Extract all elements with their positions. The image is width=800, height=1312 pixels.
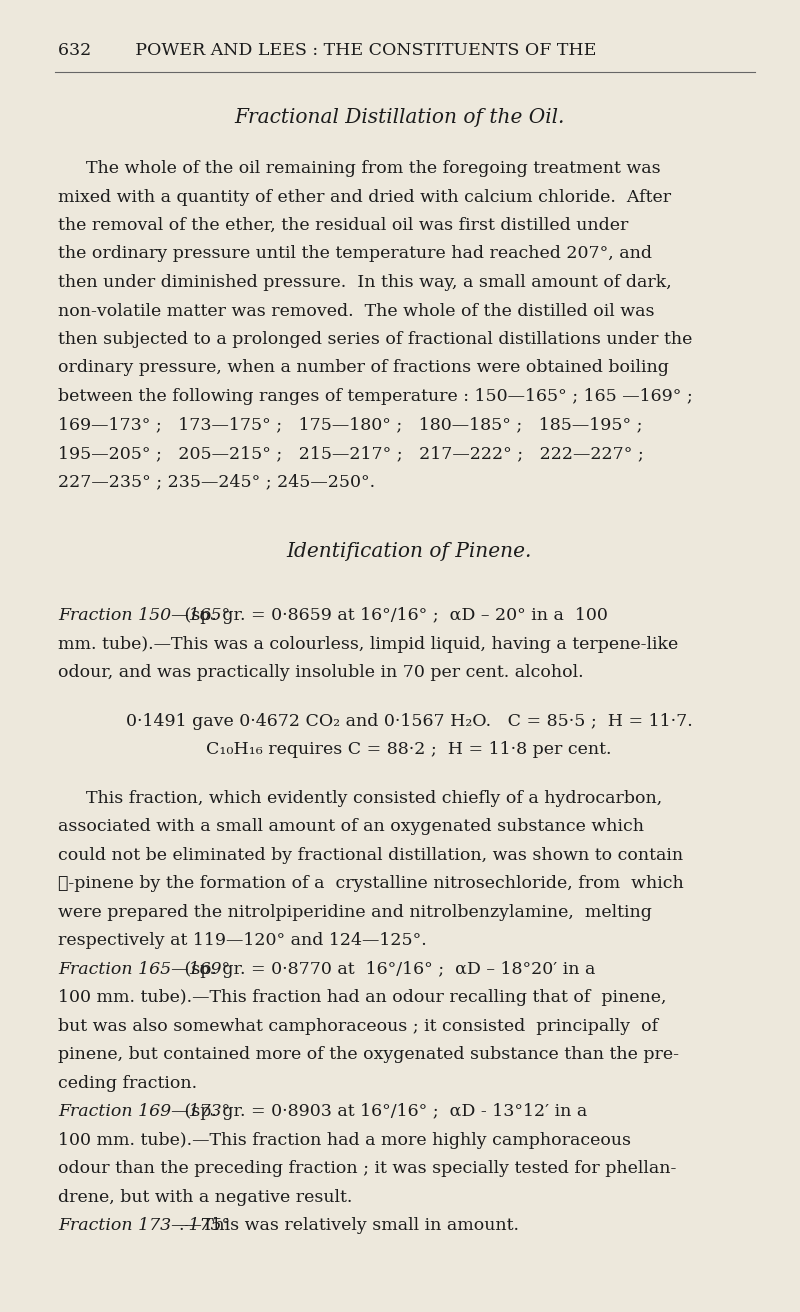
Text: associated with a small amount of an oxygenated substance which: associated with a small amount of an oxy… [58, 819, 644, 836]
Text: The whole of the oil remaining from the foregoing treatment was: The whole of the oil remaining from the … [86, 160, 661, 177]
Text: (sp. gr. = 0·8770 at  16°/16° ;  αD – 18°20′ in a: (sp. gr. = 0·8770 at 16°/16° ; αD – 18°2… [178, 960, 595, 977]
Text: Fraction 169—173°: Fraction 169—173° [58, 1103, 230, 1120]
Text: Fractional Distillation of the Oil.: Fractional Distillation of the Oil. [235, 108, 565, 127]
Text: but was also somewhat camphoraceous ; it consisted  principally  of: but was also somewhat camphoraceous ; it… [58, 1018, 658, 1035]
Text: Fraction 165—169°: Fraction 165—169° [58, 960, 230, 977]
Text: non-volatile matter was removed.  The whole of the distilled oil was: non-volatile matter was removed. The who… [58, 303, 654, 320]
Text: were prepared the nitrolpiperidine and nitrolbenzylamine,  melting: were prepared the nitrolpiperidine and n… [58, 904, 652, 921]
Text: (sp. gr. = 0·8903 at 16°/16° ;  αD - 13°12′ in a: (sp. gr. = 0·8903 at 16°/16° ; αD - 13°1… [178, 1103, 587, 1120]
Text: This fraction, which evidently consisted chiefly of a hydrocarbon,: This fraction, which evidently consisted… [86, 790, 662, 807]
Text: drene, but with a negative result.: drene, but with a negative result. [58, 1189, 352, 1206]
Text: ordinary pressure, when a number of fractions were obtained boiling: ordinary pressure, when a number of frac… [58, 359, 669, 377]
Text: C₁₀H₁₆ requires C = 88·2 ;  H = 11·8 per cent.: C₁₀H₁₆ requires C = 88·2 ; H = 11·8 per … [206, 741, 612, 758]
Text: Identification of Pinene.: Identification of Pinene. [286, 542, 532, 562]
Text: Fraction 150—165°: Fraction 150—165° [58, 607, 230, 625]
Text: 100 mm. tube).—This fraction had a more highly camphoraceous: 100 mm. tube).—This fraction had a more … [58, 1132, 631, 1149]
Text: 169—173° ;   173—175° ;   175—180° ;   180—185° ;   185—195° ;: 169—173° ; 173—175° ; 175—180° ; 180—185… [58, 416, 642, 433]
Text: mixed with a quantity of ether and dried with calcium chloride.  After: mixed with a quantity of ether and dried… [58, 189, 671, 206]
Text: the ordinary pressure until the temperature had reached 207°, and: the ordinary pressure until the temperat… [58, 245, 652, 262]
Text: 195—205° ;   205—215° ;   215—217° ;   217—222° ;   222—227° ;: 195—205° ; 205—215° ; 215—217° ; 217—222… [58, 445, 644, 462]
Text: then subjected to a prolonged series of fractional distillations under the: then subjected to a prolonged series of … [58, 331, 692, 348]
Text: 0·1491 gave 0·4672 CO₂ and 0·1567 H₂O.   C = 85·5 ;  H = 11·7.: 0·1491 gave 0·4672 CO₂ and 0·1567 H₂O. C… [126, 712, 692, 729]
Text: respectively at 119—120° and 124—125°.: respectively at 119—120° and 124—125°. [58, 933, 426, 950]
Text: 632        POWER AND LEES : THE CONSTITUENTS OF THE: 632 POWER AND LEES : THE CONSTITUENTS OF… [58, 42, 596, 59]
Text: (sp. gr. = 0·8659 at 16°/16° ;  αD – 20° in a  100: (sp. gr. = 0·8659 at 16°/16° ; αD – 20° … [178, 607, 607, 625]
Text: ceding fraction.: ceding fraction. [58, 1075, 197, 1092]
Text: the removal of the ether, the residual oil was first distilled under: the removal of the ether, the residual o… [58, 216, 628, 234]
Text: Fraction 173—175°: Fraction 173—175° [58, 1218, 230, 1235]
Text: could not be eliminated by fractional distillation, was shown to contain: could not be eliminated by fractional di… [58, 846, 683, 863]
Text: mm. tube).—This was a colourless, limpid liquid, having a terpene-like: mm. tube).—This was a colourless, limpid… [58, 636, 678, 653]
Text: 100 mm. tube).—This fraction had an odour recalling that of  pinene,: 100 mm. tube).—This fraction had an odou… [58, 989, 666, 1006]
Text: odour than the preceding fraction ; it was specially tested for phellan-: odour than the preceding fraction ; it w… [58, 1160, 676, 1177]
Text: ℓ-pinene by the formation of a  crystalline nitrosechloride, from  which: ℓ-pinene by the formation of a crystalli… [58, 875, 684, 892]
Text: 227—235° ; 235—245° ; 245—250°.: 227—235° ; 235—245° ; 245—250°. [58, 474, 375, 491]
Text: odour, and was practically insoluble in 70 per cent. alcohol.: odour, and was practically insoluble in … [58, 664, 584, 681]
Text: .—This was relatively small in amount.: .—This was relatively small in amount. [178, 1218, 518, 1235]
Text: then under diminished pressure.  In this way, a small amount of dark,: then under diminished pressure. In this … [58, 274, 672, 291]
Text: pinene, but contained more of the oxygenated substance than the pre-: pinene, but contained more of the oxygen… [58, 1047, 679, 1063]
Text: between the following ranges of temperature : 150—165° ; 165 —169° ;: between the following ranges of temperat… [58, 388, 693, 405]
